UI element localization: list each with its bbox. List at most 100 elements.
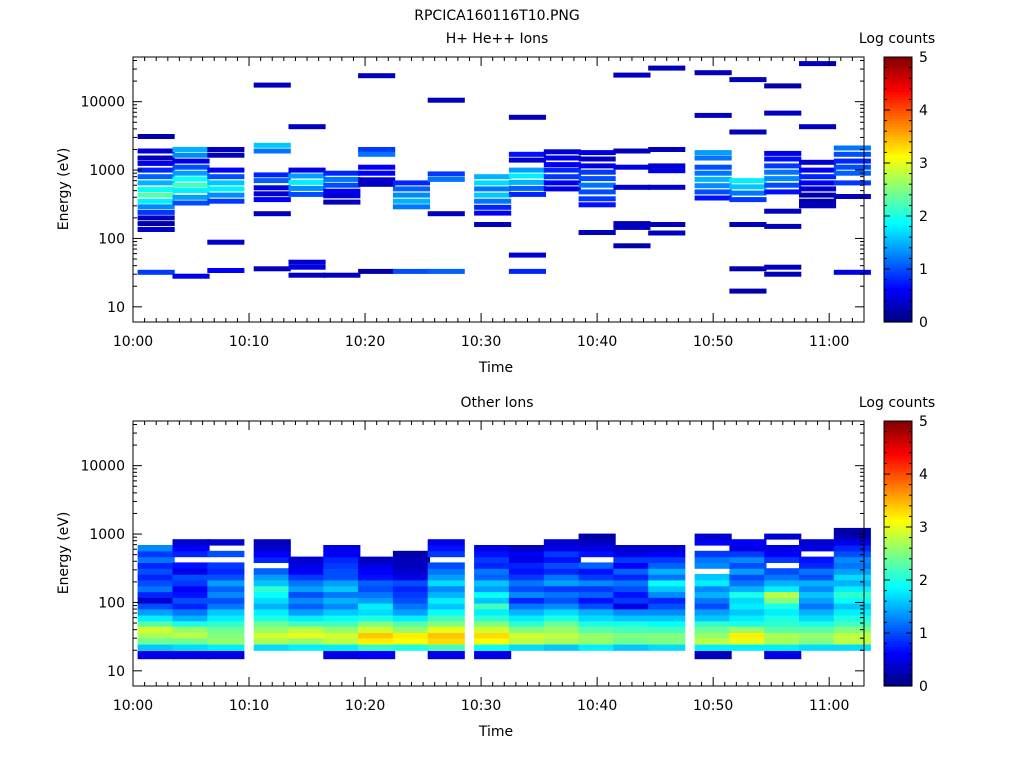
heatmap-cell	[694, 614, 732, 622]
heatmap-cell	[172, 200, 210, 206]
heatmap-cell	[253, 172, 291, 178]
heatmap-cell	[648, 550, 686, 558]
heatmap-cell	[543, 608, 581, 616]
heatmap-cell	[474, 638, 512, 645]
colorbar-segment	[884, 646, 912, 650]
heatmap-cell	[358, 626, 396, 633]
heatmap-cell	[833, 269, 871, 275]
heatmap-cell	[613, 632, 651, 639]
heatmap-cell	[578, 579, 616, 587]
colorbar-segment	[884, 102, 912, 106]
heatmap-cell	[578, 539, 616, 546]
heatmap-cell	[323, 199, 361, 205]
y-tick-label: 10	[107, 300, 125, 316]
heatmap-cell	[543, 579, 581, 587]
heatmap-cell	[172, 644, 210, 651]
heatmap-cell	[613, 556, 651, 563]
colorbar-segment	[884, 524, 912, 528]
colorbar-segment	[884, 255, 912, 259]
colorbar-segment	[884, 160, 912, 164]
colorbar-segment	[884, 654, 912, 658]
heatmap-cell	[358, 591, 396, 598]
heatmap-cell	[508, 632, 546, 639]
heatmap-cell	[253, 266, 291, 272]
heatmap-cell	[474, 204, 512, 210]
colorbar-segment	[884, 426, 912, 430]
heatmap-cell	[729, 550, 767, 558]
heatmap-cell	[288, 556, 326, 563]
heatmap-cell	[764, 620, 802, 627]
colorbar-segment	[884, 529, 912, 533]
heatmap-cell	[392, 268, 430, 274]
colorbar-segment	[884, 601, 912, 605]
heatmap-cell	[694, 195, 732, 201]
heatmap-cell	[253, 620, 291, 627]
heatmap-cell	[137, 650, 175, 660]
colorbar-segment	[884, 216, 912, 220]
heatmap-cell	[578, 626, 616, 633]
heatmap-cell	[427, 171, 465, 177]
heatmap-cell	[392, 180, 430, 186]
heatmap-cell	[799, 597, 837, 604]
heatmap-cell	[392, 186, 430, 192]
heatmap-cell	[207, 644, 245, 651]
heatmap-cell	[358, 632, 396, 639]
heatmap-cell	[833, 574, 871, 581]
heatmap-cell	[427, 211, 465, 217]
colorbar-segment	[884, 503, 912, 507]
heatmap-cell	[207, 192, 245, 198]
colorbar-segment	[884, 112, 912, 116]
heatmap-cell	[799, 61, 837, 67]
heatmap-cell	[694, 591, 732, 598]
heatmap-cell	[253, 211, 291, 217]
colorbar-segment	[884, 516, 912, 520]
colorbar-segment	[884, 178, 912, 183]
heatmap-cell	[253, 608, 291, 616]
heatmap-cell	[392, 198, 430, 204]
heatmap-cell	[543, 585, 581, 593]
heatmap-cell	[543, 545, 581, 552]
heatmap-cell	[799, 603, 837, 610]
y-tick-label: 1000	[89, 163, 125, 179]
heatmap-cell	[833, 585, 871, 593]
heatmap-cell	[288, 179, 326, 185]
colorbar-segment	[884, 651, 912, 655]
panel-h-he-ions: H+ He++ Ions Log counts 10:00 10:10 10:20 1…	[56, 31, 935, 376]
colorbar-segment	[884, 311, 912, 315]
heatmap-cell	[392, 591, 430, 598]
heatmap-cell	[474, 562, 512, 569]
heatmap-cell	[648, 568, 686, 575]
heatmap-cell	[543, 162, 581, 168]
heatmap-cell	[288, 259, 326, 265]
heatmap-cell	[729, 638, 767, 645]
heatmap-cell	[648, 168, 686, 174]
heatmap-cell	[474, 614, 512, 622]
heatmap-cell	[474, 620, 512, 627]
heatmap-cell	[729, 184, 767, 190]
heatmap-cell	[392, 574, 430, 581]
colorbar-tick-label: 0	[919, 315, 928, 331]
heatmap-cell	[137, 620, 175, 627]
heatmap-cell	[172, 182, 210, 188]
heatmap-cell	[799, 180, 837, 186]
colorbar-tick-label: 5	[919, 414, 928, 430]
heatmap-cell	[613, 626, 651, 633]
heatmap-cell	[833, 608, 871, 616]
heatmap-cell	[543, 186, 581, 192]
heatmap-cell	[323, 597, 361, 604]
y-axis: 10 100 1000 10000	[80, 59, 864, 316]
colorbar-segment	[884, 107, 912, 111]
colorbar-segment	[884, 452, 912, 457]
colorbar-segment	[884, 78, 912, 82]
x-axis: 10:00 10:10 10:20 10:30 10:40 10:50 11:00	[113, 421, 865, 714]
heatmap-cell	[799, 626, 837, 633]
y-tick-label: 100	[98, 231, 125, 247]
heatmap-cell	[323, 620, 361, 627]
heatmap-cell	[137, 148, 175, 154]
heatmap-cell	[474, 579, 512, 587]
heatmap-cell	[207, 550, 245, 558]
heatmap-cell	[799, 574, 837, 581]
heatmap-cell	[172, 614, 210, 622]
heatmap-cell	[253, 632, 291, 639]
heatmap-cell	[694, 650, 732, 660]
